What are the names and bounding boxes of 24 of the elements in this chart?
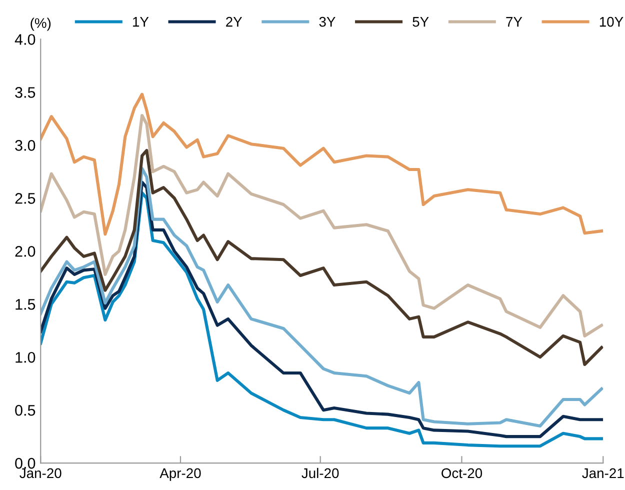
y-tick-label: 3.5	[15, 87, 36, 98]
x-tick-label: Jan-20	[20, 468, 62, 478]
y-tick-label: 1.0	[16, 352, 36, 363]
line-series	[40, 148, 604, 366]
x-tick-label: Jan-21	[582, 468, 624, 478]
y-tick-label: 4.0	[14, 34, 36, 45]
y-tick-label: 3.0	[15, 140, 36, 151]
x-tick-label: Oct-20	[442, 468, 482, 478]
line-series	[40, 92, 604, 236]
y-tick-label: 2.5	[15, 193, 36, 204]
y-tick-label: 0.5	[15, 404, 36, 416]
y-tick-label: 1.5	[16, 299, 36, 310]
legend-label: 10Y	[600, 16, 624, 27]
x-tick-label: Apr-20	[160, 468, 201, 481]
x-tick-label: Jul-20	[302, 468, 339, 478]
y-tick-label: 0.0	[15, 458, 36, 469]
legend-label: 1Y	[133, 17, 149, 27]
y-tick-label: 2.0	[15, 246, 36, 257]
line-series	[40, 114, 604, 338]
legend-label: 3Y	[319, 16, 336, 27]
legend-label: 5Y	[412, 17, 429, 27]
legend-label: 2Y	[226, 16, 242, 27]
legend-label: 7Y	[506, 17, 522, 27]
y-axis-title: (%)	[30, 18, 51, 31]
